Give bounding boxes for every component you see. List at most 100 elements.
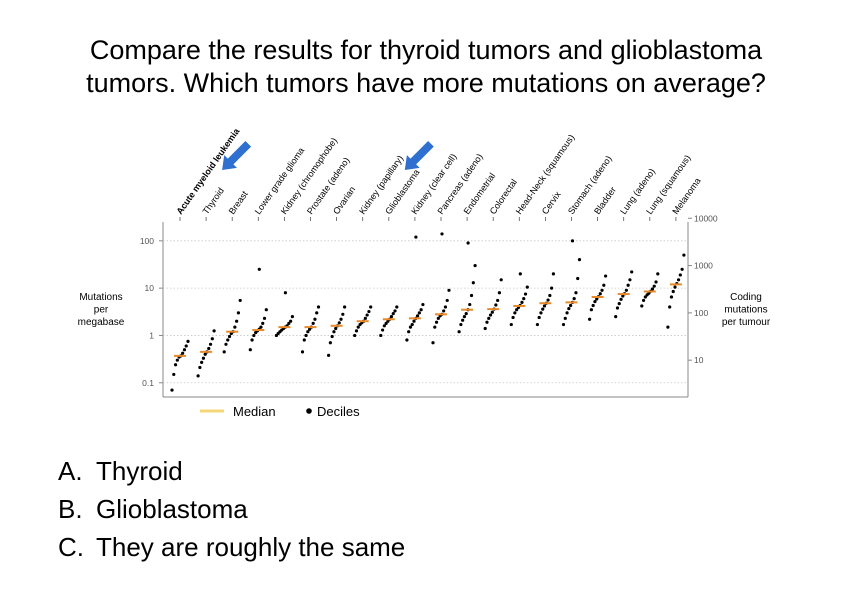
decile-dot bbox=[212, 329, 216, 333]
decile-dot bbox=[523, 292, 528, 296]
decile-dot bbox=[405, 338, 409, 342]
choice-a-letter: A. bbox=[58, 456, 83, 486]
choice-b[interactable]: B. Glioblastoma bbox=[58, 490, 405, 528]
decile-dot bbox=[572, 297, 576, 301]
decile-dot bbox=[656, 272, 660, 276]
question-line-2: tumors. Which tumors have more mutations… bbox=[86, 68, 766, 98]
decile-dot bbox=[604, 274, 608, 278]
decile-dot bbox=[389, 315, 394, 319]
left-axis-label: per bbox=[94, 305, 109, 316]
choice-a[interactable]: A. Thyroid bbox=[58, 452, 405, 490]
decile-dot bbox=[353, 333, 357, 338]
decile-dot bbox=[548, 293, 552, 298]
highlight-arrow bbox=[404, 141, 434, 170]
decile-dot bbox=[339, 317, 343, 321]
category-label: Thyroid bbox=[201, 186, 226, 216]
left-tick-label: 1 bbox=[149, 330, 154, 340]
decile-dot bbox=[233, 325, 237, 329]
decile-dot bbox=[621, 294, 625, 298]
decile-dot bbox=[537, 315, 541, 320]
decile-dot bbox=[593, 299, 597, 304]
decile-dot bbox=[576, 276, 580, 281]
decile-dot bbox=[490, 310, 494, 314]
decile-dot bbox=[226, 338, 230, 342]
decile-dot bbox=[287, 321, 291, 325]
decile-dot bbox=[617, 302, 621, 306]
decile-dot bbox=[354, 329, 359, 333]
decile-dot bbox=[227, 334, 232, 339]
decile-dot bbox=[252, 333, 256, 338]
decile-dot bbox=[391, 311, 395, 316]
decile-dot bbox=[511, 315, 515, 320]
left-tick-label: 100 bbox=[140, 236, 154, 246]
decile-dot bbox=[201, 356, 206, 360]
choice-c[interactable]: C. They are roughly the same bbox=[58, 528, 405, 566]
decile-dot bbox=[182, 348, 187, 352]
category-label: Lung (squamous) bbox=[644, 153, 692, 216]
decile-dot bbox=[569, 303, 573, 308]
arrow-head bbox=[222, 155, 237, 170]
decile-dot bbox=[393, 309, 397, 313]
decile-dot bbox=[433, 325, 437, 329]
highlight-arrow bbox=[222, 141, 252, 170]
decile-dot bbox=[577, 258, 582, 262]
decile-dot bbox=[567, 306, 571, 311]
decile-dot bbox=[574, 291, 578, 295]
decile-dot bbox=[602, 283, 606, 287]
right-tick-label: 100 bbox=[694, 308, 708, 318]
decile-dot bbox=[369, 305, 373, 309]
decile-dot bbox=[445, 298, 449, 303]
decile-dot bbox=[443, 305, 448, 309]
decile-dot bbox=[550, 286, 554, 290]
decile-dot bbox=[666, 325, 670, 329]
right-tick-label: 10000 bbox=[694, 213, 718, 223]
decile-dot bbox=[248, 348, 252, 352]
decile-dot bbox=[315, 311, 319, 315]
decile-dot bbox=[236, 311, 241, 315]
decile-dot bbox=[485, 320, 489, 324]
right-axis-label: mutations bbox=[724, 305, 767, 316]
outlier-dot bbox=[414, 235, 418, 239]
decile-dot bbox=[210, 337, 214, 341]
decile-dot bbox=[380, 328, 385, 332]
right-tick-label: 1000 bbox=[694, 261, 713, 271]
decile-dot bbox=[289, 319, 293, 323]
decile-dot bbox=[417, 311, 421, 315]
decile-dot bbox=[421, 302, 425, 307]
decile-dot bbox=[200, 360, 204, 364]
decile-dot bbox=[238, 298, 242, 303]
decile-dot bbox=[563, 316, 567, 320]
decile-dot bbox=[464, 311, 468, 316]
choice-c-text: They are roughly the same bbox=[96, 532, 406, 562]
decile-dot bbox=[515, 308, 519, 312]
decile-dot bbox=[300, 350, 305, 354]
right-tick-label: 10 bbox=[694, 355, 704, 365]
outlier-dot bbox=[466, 241, 470, 245]
decile-dot bbox=[468, 302, 472, 307]
arrow-shaft bbox=[406, 141, 434, 168]
answer-choices: A. Thyroid B. Glioblastoma C. They are roug… bbox=[58, 452, 405, 566]
decile-dot bbox=[598, 292, 602, 296]
decile-dot bbox=[589, 308, 593, 312]
decile-dot bbox=[624, 288, 628, 292]
decile-dot bbox=[181, 351, 185, 355]
decile-dot bbox=[222, 350, 226, 354]
decile-dot bbox=[306, 330, 310, 334]
decile-dot bbox=[170, 388, 174, 392]
decile-dot bbox=[522, 297, 526, 301]
outlier-dot bbox=[570, 239, 575, 243]
decile-dot bbox=[341, 312, 345, 316]
category-label: Lower grade glioma bbox=[253, 146, 307, 216]
decile-dot bbox=[175, 358, 179, 362]
decile-dot bbox=[334, 326, 338, 331]
decile-dot bbox=[600, 288, 604, 292]
decile-dot bbox=[469, 293, 474, 298]
decile-dot bbox=[615, 306, 620, 310]
decile-dot bbox=[434, 320, 439, 324]
outlier-dot bbox=[518, 272, 522, 276]
decile-dot bbox=[595, 297, 599, 301]
decile-dot bbox=[676, 278, 681, 282]
decile-dot bbox=[494, 303, 498, 307]
decile-dot bbox=[654, 280, 658, 284]
decile-dot bbox=[551, 272, 556, 276]
